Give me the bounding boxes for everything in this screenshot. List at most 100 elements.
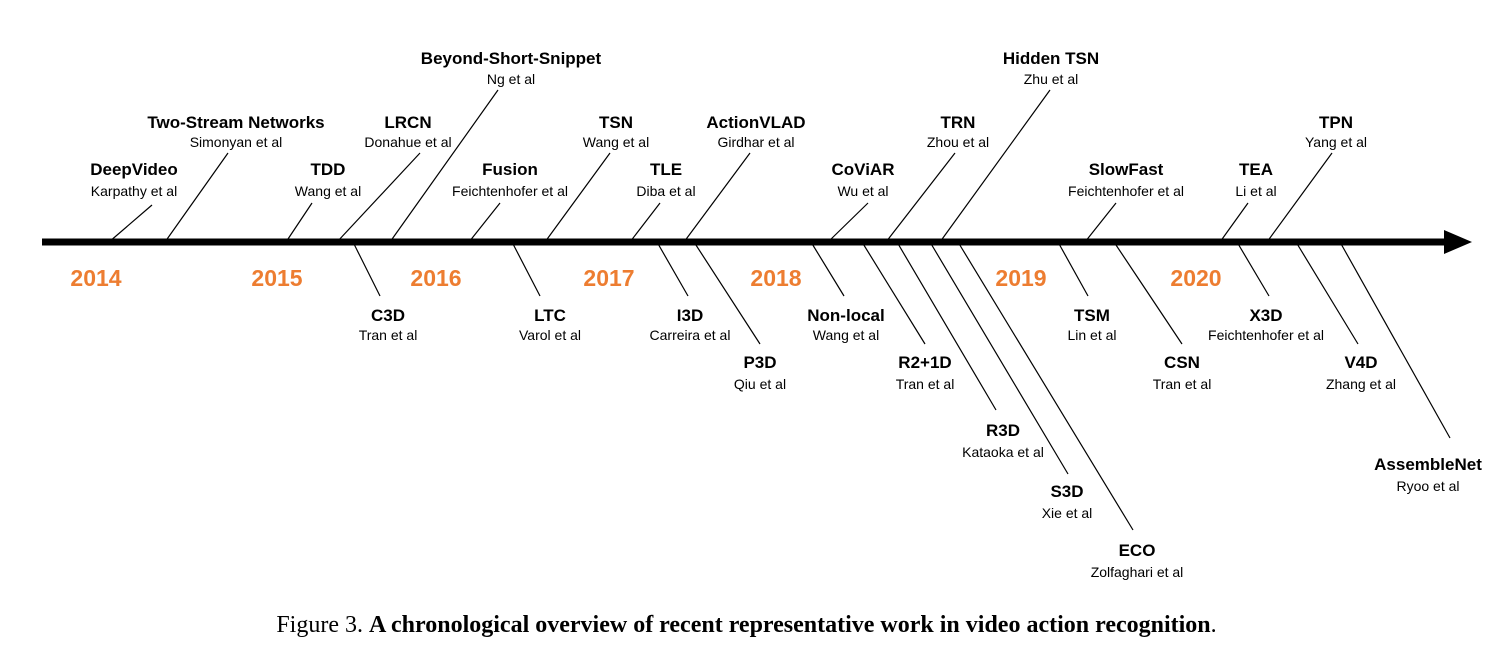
method-author: Kataoka et al: [962, 444, 1044, 460]
year-label-2018: 2018: [750, 265, 801, 291]
method-csn: CSN Tran et al: [1113, 241, 1212, 392]
year-labels: 2014 2015 2016 2017 2018 2019 2020: [70, 265, 1221, 291]
connector-line: [468, 202, 501, 243]
method-name: Fusion: [482, 160, 538, 179]
method-name: CoViAR: [832, 160, 895, 179]
year-label-2020: 2020: [1170, 265, 1221, 291]
method-author: Wang et al: [295, 183, 361, 199]
method-p3d: P3D Qiu et al: [693, 241, 786, 392]
method-author: Wu et al: [837, 183, 888, 199]
method-author: Simonyan et al: [190, 134, 283, 150]
method-author: Tran et al: [1153, 376, 1212, 392]
connector-line: [656, 241, 689, 297]
methods-below-axis: C3D Tran et al LTC Varol et al I3D Carreira e…: [352, 241, 1482, 580]
method-name: Two-Stream Networks: [147, 113, 324, 132]
method-author: Girdhar et al: [717, 134, 794, 150]
method-name: TLE: [650, 160, 682, 179]
year-label-2014: 2014: [70, 265, 121, 291]
method-name: R3D: [986, 421, 1020, 440]
connector-line: [544, 152, 611, 243]
connector-line: [1339, 241, 1451, 439]
method-tle: TLE Diba et al: [629, 160, 696, 243]
method-eco: ECO Zolfaghari et al: [957, 241, 1184, 580]
method-author: Yang et al: [1305, 134, 1367, 150]
method-author: Donahue et al: [364, 134, 451, 150]
method-deepvideo: DeepVideo Karpathy et al: [90, 160, 178, 243]
timeline-diagram: 2014 2015 2016 2017 2018 2019 2020 DeepVideo Ka…: [42, 49, 1482, 580]
method-name: TPN: [1319, 113, 1353, 132]
method-assemblenet: AssembleNet Ryoo et al: [1339, 241, 1482, 494]
connector-line: [511, 241, 541, 297]
method-slowfast: SlowFast Feichtenhofer et al: [1068, 160, 1184, 243]
method-tea: TEA Li et al: [1219, 160, 1277, 243]
method-i3d: I3D Carreira et al: [650, 241, 731, 343]
method-lrcn: LRCN Donahue et al: [336, 113, 452, 243]
method-name: Beyond-Short-Snippet: [421, 49, 602, 68]
method-author: Diba et al: [636, 183, 695, 199]
method-name: SlowFast: [1089, 160, 1164, 179]
method-name: C3D: [371, 306, 405, 325]
connector-line: [1236, 241, 1270, 297]
method-name: X3D: [1249, 306, 1282, 325]
connector-line: [108, 204, 153, 243]
method-author: Zhou et al: [927, 134, 989, 150]
method-name: TSN: [599, 113, 633, 132]
method-c3d: C3D Tran et al: [352, 241, 418, 343]
connector-line: [896, 241, 997, 411]
method-beyond-short-snippet: Beyond-Short-Snippet Ng et al: [389, 49, 602, 243]
connector-line: [810, 241, 845, 297]
connector-line: [336, 152, 421, 243]
connector-line: [1084, 202, 1117, 243]
method-name: ActionVLAD: [706, 113, 805, 132]
method-name: S3D: [1050, 482, 1083, 501]
method-tpn: TPN Yang et al: [1266, 113, 1367, 243]
connector-line: [285, 202, 313, 243]
method-name: I3D: [677, 306, 703, 325]
connector-line: [1219, 202, 1249, 243]
method-author: Carreira et al: [650, 327, 731, 343]
connector-line: [1057, 241, 1089, 297]
method-author: Ryoo et al: [1396, 478, 1459, 494]
method-author: Tran et al: [359, 327, 418, 343]
method-hidden-tsn: Hidden TSN Zhu et al: [939, 49, 1099, 243]
method-author: Karpathy et al: [91, 183, 177, 199]
method-name: TSM: [1074, 306, 1110, 325]
method-name: CSN: [1164, 353, 1200, 372]
timeline-arrow-head: [1444, 230, 1472, 254]
method-author: Wang et al: [813, 327, 879, 343]
method-name: AssembleNet: [1374, 455, 1482, 474]
method-name: LTC: [534, 306, 566, 325]
method-name: V4D: [1344, 353, 1377, 372]
method-name: TEA: [1239, 160, 1273, 179]
method-name: DeepVideo: [90, 160, 178, 179]
method-trn: TRN Zhou et al: [885, 113, 989, 243]
connector-line: [1113, 241, 1183, 345]
method-name: LRCN: [384, 113, 431, 132]
method-author: Wang et al: [583, 134, 649, 150]
method-r2-1d: R2+1D Tran et al: [861, 241, 954, 392]
method-author: Varol et al: [519, 327, 581, 343]
method-s3d: S3D Xie et al: [929, 241, 1092, 521]
year-label-2017: 2017: [583, 265, 634, 291]
connector-line: [929, 241, 1069, 475]
connector-line: [683, 152, 751, 243]
method-author: Lin et al: [1067, 327, 1116, 343]
method-actionvlad: ActionVLAD Girdhar et al: [683, 113, 806, 243]
method-fusion: Fusion Feichtenhofer et al: [452, 160, 568, 243]
method-author: Zolfaghari et al: [1091, 564, 1184, 580]
method-author: Feichtenhofer et al: [1208, 327, 1324, 343]
connector-line: [389, 89, 499, 243]
connector-line: [957, 241, 1134, 531]
caption-title: A chronological overview of recent repre…: [369, 612, 1211, 638]
method-x3d: X3D Feichtenhofer et al: [1208, 241, 1324, 343]
method-name: TDD: [311, 160, 346, 179]
method-tsm: TSM Lin et al: [1057, 241, 1117, 343]
connector-line: [885, 152, 956, 243]
caption-prefix: Figure 3.: [276, 612, 369, 638]
year-label-2016: 2016: [410, 265, 461, 291]
method-author: Zhu et al: [1024, 71, 1078, 87]
method-author: Ng et al: [487, 71, 535, 87]
figure-caption: Figure 3. A chronological overview of re…: [0, 612, 1493, 639]
method-two-stream-networks: Two-Stream Networks Simonyan et al: [147, 113, 325, 243]
